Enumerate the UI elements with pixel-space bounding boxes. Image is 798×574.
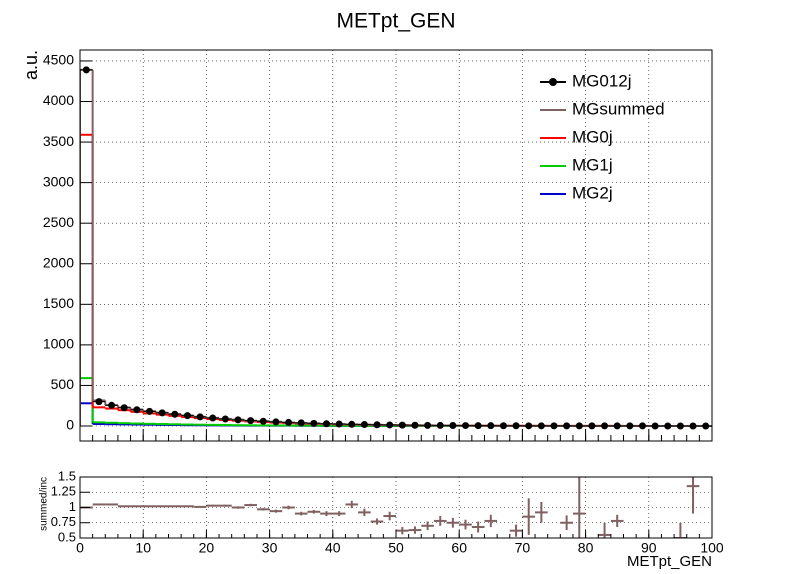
point [146, 407, 154, 415]
point [183, 412, 191, 420]
y-tick-label: 1000 [43, 336, 74, 352]
chart-title: METpt_GEN [336, 10, 455, 33]
point [335, 420, 343, 428]
point [196, 413, 204, 421]
x-tick-label: 20 [199, 540, 215, 556]
point [702, 422, 710, 430]
y-tick-label: 2500 [43, 214, 74, 230]
top-plot [80, 50, 712, 441]
point [285, 418, 293, 426]
legend-label: MG0j [572, 127, 613, 146]
point [373, 421, 381, 429]
point [525, 422, 533, 430]
y-axis-title: a.u. [21, 50, 41, 80]
point [462, 422, 470, 430]
point [575, 422, 583, 430]
point [234, 416, 242, 424]
point [221, 415, 229, 423]
point [588, 422, 596, 430]
point [310, 419, 318, 427]
point [360, 421, 368, 429]
y-tick-label: 500 [51, 376, 75, 392]
point [120, 404, 128, 412]
y-tick-label: 3000 [43, 173, 74, 189]
point [272, 418, 280, 426]
legend-label: MG1j [572, 155, 613, 174]
y-tick-label: 1500 [43, 295, 74, 311]
point [638, 422, 646, 430]
point [411, 421, 419, 429]
y-tick-label: 2000 [43, 254, 74, 270]
x-tick-label: 40 [325, 540, 341, 556]
x-tick-label: 80 [578, 540, 594, 556]
point [297, 419, 305, 427]
point [171, 410, 179, 418]
ratio-plot [80, 477, 712, 538]
point [487, 422, 495, 430]
y-tick-label: 0 [66, 417, 74, 433]
point [449, 422, 457, 430]
point [512, 422, 520, 430]
x-tick-label: 100 [700, 540, 724, 556]
y-tick-label: 4500 [43, 52, 74, 68]
x-axis-title: METpt_GEN [627, 553, 712, 570]
point [613, 422, 621, 430]
point [499, 422, 507, 430]
point [108, 401, 116, 409]
point [424, 421, 432, 429]
point [209, 414, 217, 422]
point [436, 421, 444, 429]
legend-label: MG012j [572, 71, 632, 90]
legend-marker [549, 78, 557, 86]
ratio-y-tick-label: 1 [69, 499, 76, 514]
x-tick-label: 10 [135, 540, 151, 556]
point [386, 421, 394, 429]
x-tick-label: 0 [76, 540, 84, 556]
point [348, 420, 356, 428]
legend-label: MG2j [572, 183, 613, 202]
y-tick-label: 3500 [43, 133, 74, 149]
x-tick-label: 50 [388, 540, 404, 556]
x-tick-label: 90 [641, 540, 657, 556]
point [651, 422, 659, 430]
ratio-y-tick-label: 1.25 [51, 484, 76, 499]
x-tick-label: 30 [262, 540, 278, 556]
ratio-y-tick-label: 0.5 [58, 529, 76, 544]
point [259, 417, 267, 425]
point [133, 406, 141, 414]
point [689, 422, 697, 430]
top-frame [79, 49, 713, 442]
point [664, 422, 672, 430]
point [537, 422, 545, 430]
axes: 0500100015002000250030003500400045000.50… [43, 52, 724, 556]
legend-label: MGsummed [572, 99, 665, 118]
point [676, 422, 684, 430]
point [247, 417, 255, 425]
point [563, 422, 571, 430]
ratio-y-axis-title: summed/inc [39, 477, 50, 531]
point [95, 398, 103, 406]
point [474, 422, 482, 430]
point [82, 66, 90, 74]
ratio-frame [79, 476, 713, 539]
point [398, 421, 406, 429]
x-tick-label: 60 [451, 540, 467, 556]
ratio-y-tick-label: 0.75 [51, 514, 76, 529]
ratio-y-tick-label: 1.5 [58, 468, 76, 483]
x-tick-label: 70 [515, 540, 531, 556]
y-tick-label: 4000 [43, 92, 74, 108]
point [158, 409, 166, 417]
point [322, 420, 330, 428]
point [626, 422, 634, 430]
point [601, 422, 609, 430]
point [550, 422, 558, 430]
